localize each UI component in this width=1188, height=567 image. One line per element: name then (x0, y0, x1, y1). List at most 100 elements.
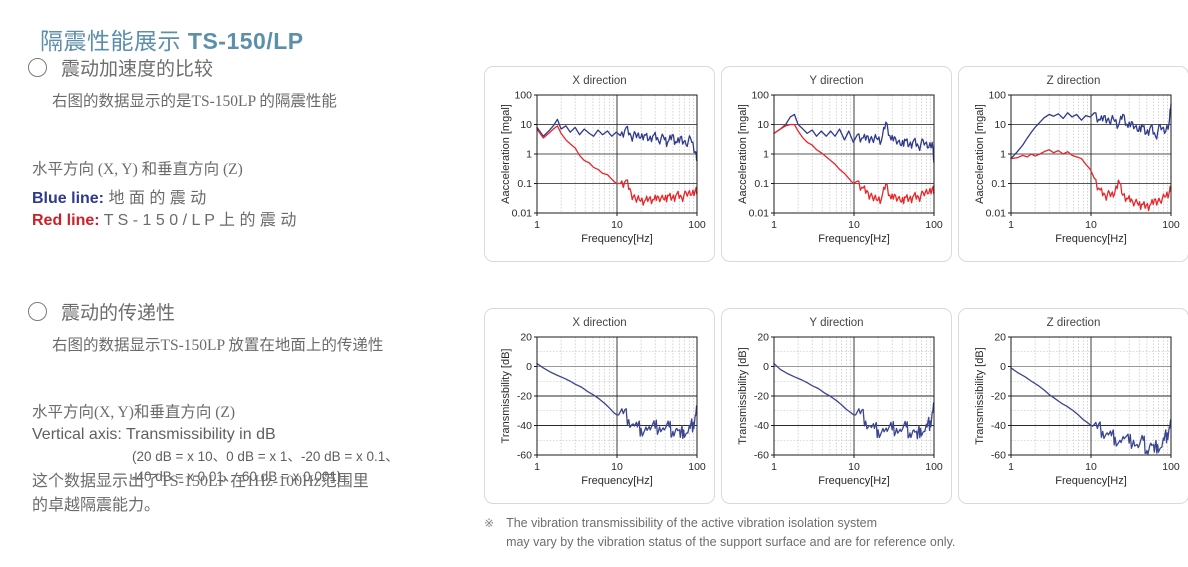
legend-red-desc: T S - 1 5 0 / L P 上 的 震 动 (103, 211, 297, 229)
svg-text:0.1: 0.1 (754, 178, 769, 190)
section-transmissibility: 震动的传递性 右图的数据显示TS-150LP 放置在地面上的传递性 (28, 298, 383, 355)
chart-panel-transmissibility-z: Z direction -60 -40 -20 0 20 1 10 100 Frequency[H… (958, 308, 1188, 504)
svg-text:Transmissibility [dB]: Transmissibility [dB] (974, 347, 986, 444)
page-title-cn: 隔震性能展示 (40, 28, 188, 54)
section2-subtitle: 右图的数据显示TS-150LP 放置在地面上的传递性 (52, 337, 384, 354)
svg-text:Frequency[Hz]: Frequency[Hz] (818, 233, 890, 245)
svg-text:20: 20 (757, 332, 769, 344)
section1-axis-note-wrap: 水平方向 (X, Y) 和垂直方向 (Z) (32, 157, 243, 179)
svg-text:0: 0 (526, 361, 532, 373)
circle-bullet-icon (28, 302, 47, 321)
svg-text:10: 10 (757, 119, 769, 131)
svg-text:1: 1 (1008, 219, 1014, 231)
svg-text:-40: -40 (517, 420, 532, 432)
db-note-line2: -40 dB = x 0.01、-60 dB = x 0.001) (132, 468, 342, 484)
svg-text:Frequency[Hz]: Frequency[Hz] (581, 475, 653, 487)
chart-panel-acceleration-z: Z direction 0.01 0.1 1 10 100 1 10 100 Frequency[… (958, 66, 1188, 262)
closing-line-2: 的卓越隔震能力。 (32, 497, 161, 514)
circle-bullet-icon (28, 58, 47, 77)
transmissibility-chart-row: X direction -60 -40 -20 0 20 1 10 100 Frequency[H… (484, 308, 1188, 504)
footnote-line-2: may vary by the vibration status of the … (506, 535, 956, 550)
svg-text:Frequency[Hz]: Frequency[Hz] (1055, 233, 1127, 245)
chart-panel-acceleration-y: Y direction 0.01 0.1 1 10 100 1 10 100 Frequency[… (721, 66, 952, 262)
chart-title: X direction (572, 317, 627, 329)
svg-text:10: 10 (1085, 219, 1097, 231)
page-title: 隔震性能展示 TS-150/LP (40, 22, 304, 56)
svg-text:Aacceleration [mgal]: Aacceleration [mgal] (974, 104, 986, 204)
svg-text:Frequency[Hz]: Frequency[Hz] (818, 475, 890, 487)
chart-panel-transmissibility-y: Y direction -60 -40 -20 0 20 1 10 100 Frequency[H… (721, 308, 952, 504)
legend-block: Blue line: 地 面 的 震 动 Red line: T S - 1 5… (32, 188, 296, 231)
vertical-axis-label: Vertical axis: Transmissibility in dB (32, 426, 276, 443)
section-acceleration: 震动加速度的比较 右图的数据显示的是TS-150LP 的隔震性能 (28, 54, 337, 111)
footnote-line-1: The vibration transmissibility of the ac… (506, 516, 878, 530)
text-column: 隔震性能展示 TS-150/LP 震动加速度的比较 右图的数据显示的是TS-15… (0, 0, 478, 567)
footnote: ※ The vibration transmissibility of the … (484, 514, 1184, 553)
legend-item-red: Red line: T S - 1 5 0 / L P 上 的 震 动 (32, 210, 296, 232)
svg-text:-20: -20 (517, 391, 532, 403)
svg-text:Transmissbility [dB]: Transmissbility [dB] (500, 349, 512, 444)
svg-text:0.1: 0.1 (517, 178, 532, 190)
svg-text:100: 100 (751, 90, 769, 102)
closing-line-1: 这个数据显示出了TS-150LP 在1Hz-100Hz范围里 (32, 473, 369, 490)
svg-text:-60: -60 (991, 450, 1006, 462)
svg-text:-60: -60 (754, 450, 769, 462)
svg-text:0: 0 (1000, 361, 1006, 373)
svg-text:10: 10 (994, 119, 1006, 131)
svg-text:0.01: 0.01 (512, 208, 533, 220)
svg-text:Aacceleration [mgal]: Aacceleration [mgal] (737, 104, 749, 204)
svg-text:-20: -20 (991, 391, 1006, 403)
svg-text:1: 1 (1008, 461, 1014, 473)
svg-text:1: 1 (771, 219, 777, 231)
svg-text:100: 100 (925, 461, 943, 473)
svg-text:0: 0 (763, 361, 769, 373)
chart-title: Z direction (1046, 75, 1101, 87)
svg-text:Frequency[Hz]: Frequency[Hz] (581, 233, 653, 245)
svg-text:1: 1 (526, 149, 532, 161)
svg-text:10: 10 (611, 219, 623, 231)
section1-axis-note: 水平方向 (X, Y) 和垂直方向 (Z) (32, 161, 243, 178)
footnote-mark-icon: ※ (484, 516, 495, 530)
svg-text:1: 1 (771, 461, 777, 473)
section2-heading: 震动的传递性 (61, 303, 176, 324)
svg-text:Aacceleration [mgal]: Aacceleration [mgal] (500, 104, 512, 204)
svg-text:10: 10 (1085, 461, 1097, 473)
chart-title: X direction (572, 75, 627, 87)
svg-text:Frequency[Hz]: Frequency[Hz] (1055, 475, 1127, 487)
chart-title: Y direction (809, 75, 864, 87)
svg-text:100: 100 (514, 90, 532, 102)
svg-text:100: 100 (688, 461, 706, 473)
svg-text:-40: -40 (991, 420, 1006, 432)
legend-item-blue: Blue line: 地 面 的 震 动 (32, 188, 296, 210)
section2-axis-block: 水平方向(X, Y)和垂直方向 (Z) Vertical axis: Trans… (32, 400, 399, 486)
svg-text:100: 100 (1162, 461, 1180, 473)
svg-text:-20: -20 (754, 391, 769, 403)
svg-text:100: 100 (925, 219, 943, 231)
svg-text:10: 10 (848, 461, 860, 473)
page-title-model: TS-150/LP (187, 28, 304, 54)
svg-text:-40: -40 (754, 420, 769, 432)
svg-text:100: 100 (1162, 219, 1180, 231)
chart-panel-acceleration-x: X direction 0.01 0.1 1 10 100 1 10 100 Frequency[… (484, 66, 715, 262)
svg-text:10: 10 (520, 119, 532, 131)
section2-heading-row: 震动的传递性 (28, 298, 383, 325)
chart-title: Y direction (809, 317, 864, 329)
footnote-text: The vibration transmissibility of the ac… (506, 514, 955, 553)
svg-text:10: 10 (611, 461, 623, 473)
svg-text:0.01: 0.01 (749, 208, 770, 220)
svg-text:1: 1 (534, 461, 540, 473)
svg-text:Transmissibility [dB]: Transmissibility [dB] (737, 347, 749, 444)
chart-title: Z direction (1046, 317, 1101, 329)
section2-axis-note: 水平方向(X, Y)和垂直方向 (Z) (32, 404, 236, 421)
svg-text:1: 1 (534, 219, 540, 231)
section1-heading: 震动加速度的比较 (61, 59, 214, 80)
legend-blue-label: Blue line: (32, 190, 105, 207)
db-note-line1: (20 dB = x 10、0 dB = x 1、-20 dB = x 0.1、 (132, 449, 399, 464)
svg-text:100: 100 (988, 90, 1006, 102)
legend-blue-desc: 地 面 的 震 动 (108, 190, 207, 207)
svg-text:10: 10 (848, 219, 860, 231)
chart-panel-transmissibility-x: X direction -60 -40 -20 0 20 1 10 100 Frequency[H… (484, 308, 715, 504)
svg-text:0.1: 0.1 (991, 178, 1006, 190)
svg-text:1: 1 (1000, 149, 1006, 161)
section1-heading-row: 震动加速度的比较 (28, 54, 337, 81)
